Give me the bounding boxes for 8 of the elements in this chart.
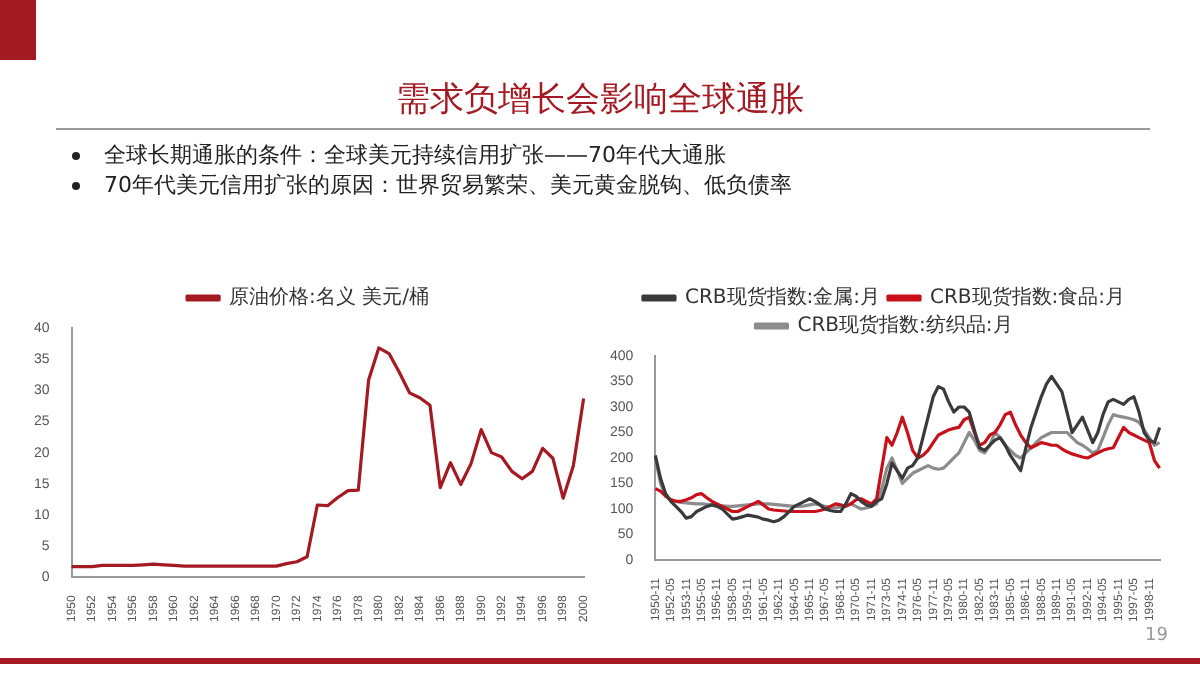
legend-label: CRB现货指数:金属:月 <box>684 285 880 310</box>
legend-label: 原油价格:名义 美元/桶 <box>229 285 429 310</box>
legend-label: CRB现货指数:食品:月 <box>930 285 1126 310</box>
text: 70年代美元信用扩张的原因：世界贸易繁荣、美元黄金脱钩、低负债率 <box>102 170 794 200</box>
legend-label: CRB现货指数:纺织品:月 <box>797 313 1013 338</box>
text: 19 <box>1145 626 1168 646</box>
text: 全球长期通胀的条件：全球美元持续信用扩张——70年代大通胀 <box>102 140 728 170</box>
text: 需求负增长会影响全球通胀 <box>394 78 806 122</box>
